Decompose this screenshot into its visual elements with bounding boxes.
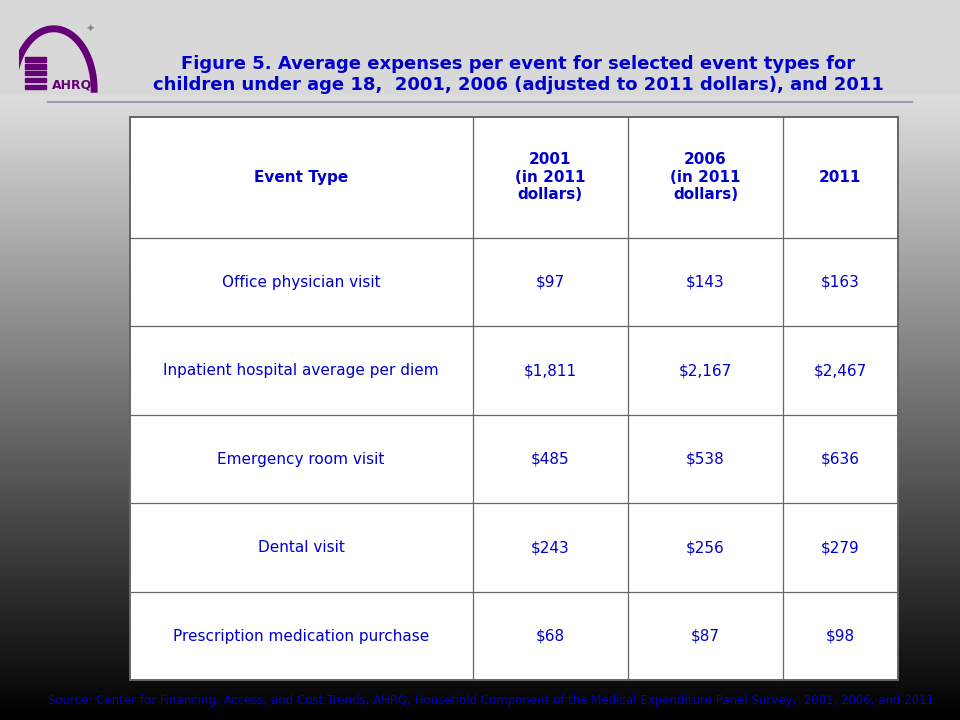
Text: Prescription medication purchase: Prescription medication purchase (173, 629, 429, 644)
Text: ✦: ✦ (86, 23, 95, 33)
Text: $636: $636 (821, 451, 860, 467)
Text: Inpatient hospital average per diem: Inpatient hospital average per diem (163, 363, 439, 378)
Text: $243: $243 (531, 540, 569, 555)
Text: Emergency room visit: Emergency room visit (218, 451, 385, 467)
Text: 2006
(in 2011
dollars): 2006 (in 2011 dollars) (670, 153, 741, 202)
Text: 2001
(in 2011
dollars): 2001 (in 2011 dollars) (516, 153, 586, 202)
Bar (25, 78, 46, 82)
Text: $97: $97 (536, 274, 564, 289)
Text: $98: $98 (826, 629, 855, 644)
Bar (25, 64, 46, 68)
Text: $143: $143 (686, 274, 725, 289)
Text: AHRQ: AHRQ (52, 79, 92, 92)
Text: $485: $485 (531, 451, 569, 467)
Text: $2,467: $2,467 (814, 363, 867, 378)
Text: Source: Center for Financing, Access, and Cost Trends, AHRQ, Household Component: Source: Center for Financing, Access, an… (48, 694, 934, 707)
Text: Figure 5. Average expenses per event for selected event types for
children under: Figure 5. Average expenses per event for… (153, 55, 884, 94)
Text: $87: $87 (691, 629, 720, 644)
Bar (25, 71, 46, 76)
Text: $163: $163 (821, 274, 860, 289)
Text: 2011: 2011 (819, 170, 861, 185)
Bar (0, 0, 960, 94)
Text: $538: $538 (686, 451, 725, 467)
Text: $279: $279 (821, 540, 860, 555)
Text: $68: $68 (536, 629, 564, 644)
Text: Dental visit: Dental visit (257, 540, 345, 555)
Bar (25, 85, 46, 89)
Text: $2,167: $2,167 (679, 363, 732, 378)
Bar (25, 58, 46, 62)
Text: Event Type: Event Type (254, 170, 348, 185)
Text: Office physician visit: Office physician visit (222, 274, 380, 289)
Text: $256: $256 (686, 540, 725, 555)
Text: $1,811: $1,811 (524, 363, 577, 378)
